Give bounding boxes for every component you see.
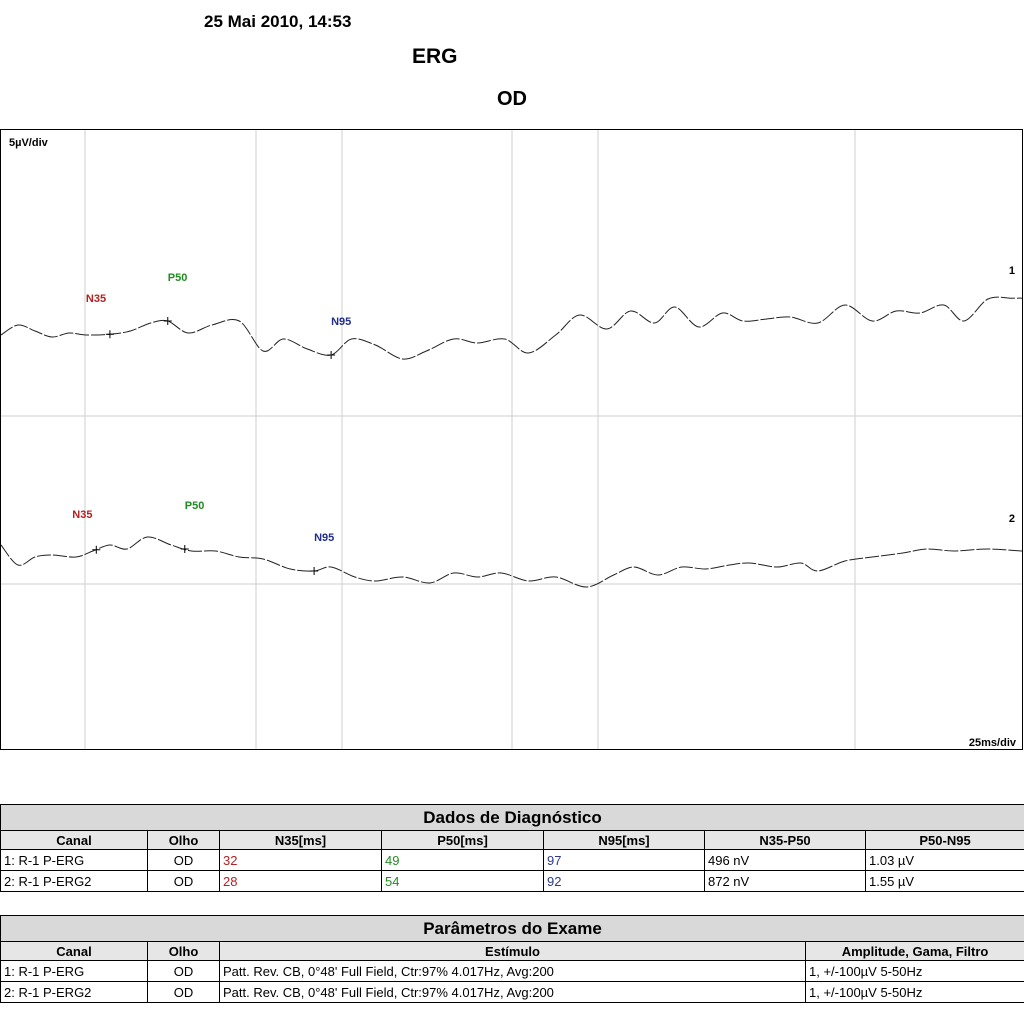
col-n35-p50: N35-P50 xyxy=(704,830,866,850)
marker-tick-n35 xyxy=(92,545,101,554)
marker-tick-p50 xyxy=(180,545,189,553)
x-scale-label: 25ms/div xyxy=(969,737,1017,749)
cell-n35: 32 xyxy=(219,849,382,871)
cell-n35-p50: 872 nV xyxy=(704,870,866,892)
cell-olho: OD xyxy=(147,849,220,871)
marker-tick-p50 xyxy=(163,317,172,325)
col-canal: Canal xyxy=(0,830,148,850)
table-row: 2: R-1 P-ERG2 OD 28 54 92 872 nV 1.55 µV xyxy=(0,870,1024,892)
cell-n35: 28 xyxy=(219,870,382,892)
marker-tick-n95 xyxy=(310,567,319,575)
cell-olho: OD xyxy=(147,981,220,1003)
marker-tick-n35 xyxy=(105,330,114,339)
col-estimulo: Estímulo xyxy=(219,941,806,961)
erg-waveform-chart: N35 P50 N95 N35 P50 N95 5µV/div 25ms/div 1 2 xyxy=(0,129,1023,750)
marker-tick-n95 xyxy=(327,351,336,359)
cell-estimulo: Patt. Rev. CB, 0°48' Full Field, Ctr:97%… xyxy=(219,960,806,982)
cell-estimulo: Patt. Rev. CB, 0°48' Full Field, Ctr:97%… xyxy=(219,981,806,1003)
channel-label-1: 1 xyxy=(1009,265,1015,277)
exam-datetime: 25 Mai 2010, 14:53 xyxy=(204,12,352,31)
col-olho: Olho xyxy=(147,830,220,850)
marker-label-n95: N95 xyxy=(331,316,351,328)
table-row: 1: R-1 P-ERG OD Patt. Rev. CB, 0°48' Ful… xyxy=(0,960,1024,982)
cell-amplitude: 1, +/-100µV 5-50Hz xyxy=(804,981,1024,1003)
traces xyxy=(0,296,1023,588)
channel-label-2: 2 xyxy=(1009,513,1015,525)
col-p50: P50[ms] xyxy=(381,830,544,850)
table-row: 1: R-1 P-ERG OD 32 49 97 496 nV 1.03 µV xyxy=(0,849,1024,871)
trace-channel-1 xyxy=(0,296,1023,360)
params-title: Parâmetros do Exame xyxy=(0,915,1024,942)
col-canal: Canal xyxy=(0,941,148,961)
cell-n35-p50: 496 nV xyxy=(704,849,866,871)
cell-canal: 2: R-1 P-ERG2 xyxy=(0,981,148,1003)
cell-p50-n95: 1.03 µV xyxy=(864,849,1024,871)
cell-n95: 92 xyxy=(543,870,705,892)
cell-olho: OD xyxy=(147,870,220,892)
cell-amplitude: 1, +/-100µV 5-50Hz xyxy=(804,960,1024,982)
marker-label-p50: P50 xyxy=(168,272,188,284)
table-row: 2: R-1 P-ERG2 OD Patt. Rev. CB, 0°48' Fu… xyxy=(0,981,1024,1003)
exam-title: ERG xyxy=(412,45,458,68)
marker-label-n35: N35 xyxy=(72,509,92,521)
col-n95: N95[ms] xyxy=(543,830,705,850)
exam-parameters-table: Parâmetros do Exame Canal Olho Estímulo … xyxy=(0,915,1024,1003)
col-olho: Olho xyxy=(147,941,220,961)
cell-canal: 1: R-1 P-ERG xyxy=(0,849,148,871)
col-n35: N35[ms] xyxy=(219,830,382,850)
col-amplitude: Amplitude, Gama, Filtro xyxy=(804,941,1024,961)
col-p50-n95: P50-N95 xyxy=(864,830,1024,850)
cell-canal: 1: R-1 P-ERG xyxy=(0,960,148,982)
y-scale-label: 5µV/div xyxy=(9,137,49,149)
grid xyxy=(1,130,1022,749)
cell-p50: 54 xyxy=(381,870,544,892)
marker-label-n35: N35 xyxy=(86,293,106,305)
diagnostics-title: Dados de Diagnóstico xyxy=(0,804,1024,831)
diagnostics-table: Dados de Diagnóstico Canal Olho N35[ms] … xyxy=(0,804,1024,892)
trace-channel-2 xyxy=(0,536,1023,588)
peak-markers: N35 P50 N95 N35 P50 N95 xyxy=(72,272,351,575)
marker-label-n95: N95 xyxy=(314,532,334,544)
eye-label: OD xyxy=(497,88,527,110)
cell-olho: OD xyxy=(147,960,220,982)
cell-canal: 2: R-1 P-ERG2 xyxy=(0,870,148,892)
marker-label-p50: P50 xyxy=(185,500,205,512)
cell-n95: 97 xyxy=(543,849,705,871)
cell-p50-n95: 1.55 µV xyxy=(864,870,1024,892)
cell-p50: 49 xyxy=(381,849,544,871)
